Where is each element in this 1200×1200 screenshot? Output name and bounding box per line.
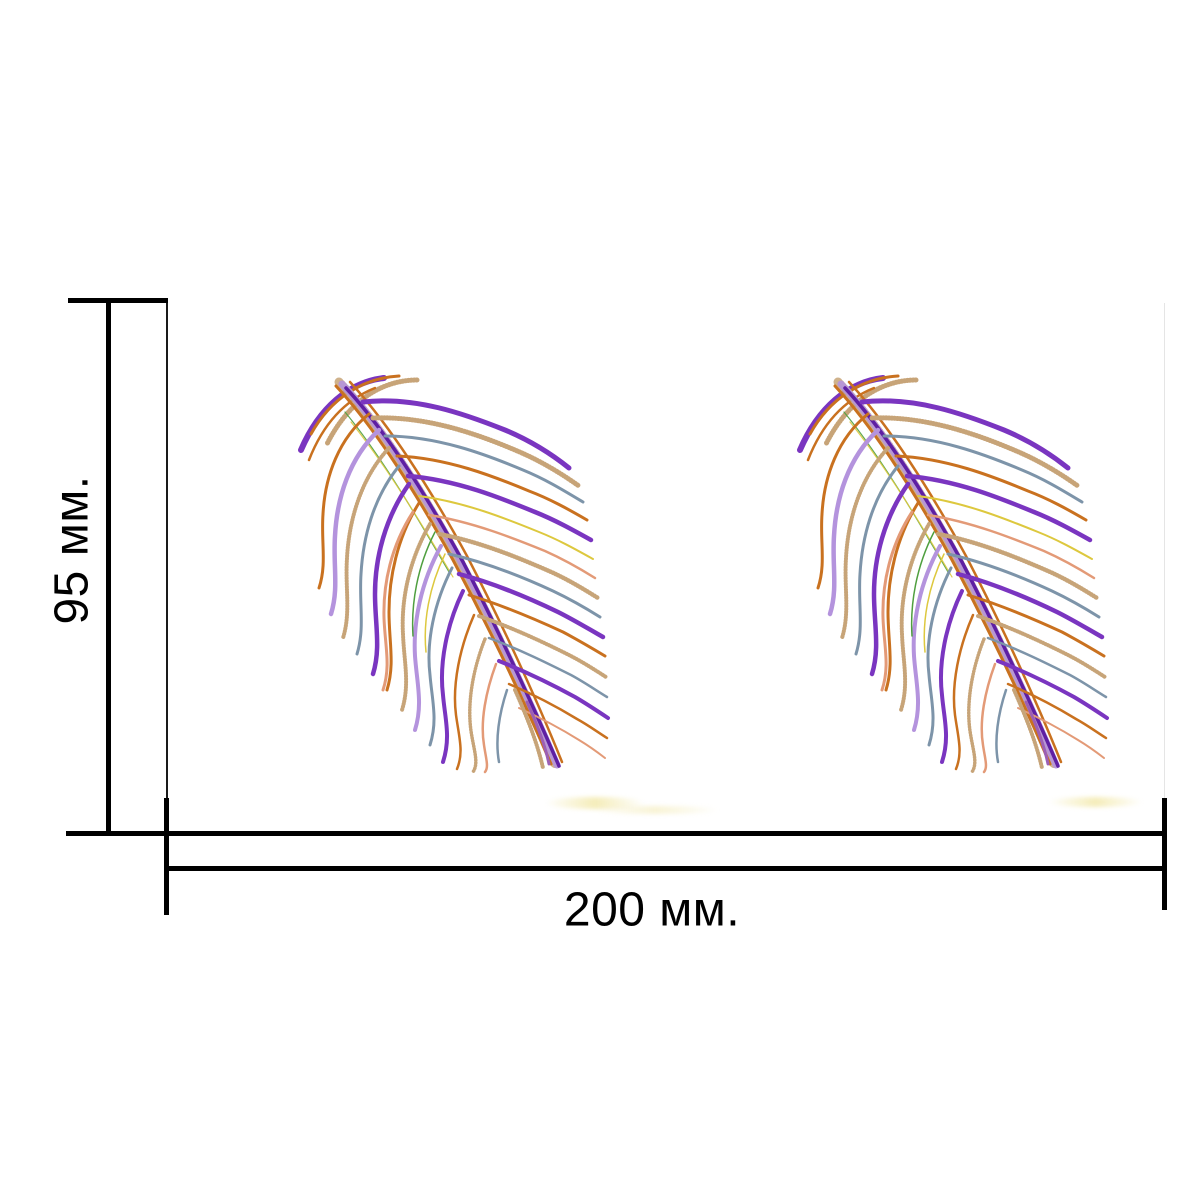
height-dimension-label: 95 мм. — [45, 475, 99, 625]
design-area-left-border — [166, 303, 168, 798]
width-dimension-line — [166, 866, 1167, 871]
stitch-residue-left — [545, 797, 645, 809]
height-dimension-line — [106, 298, 111, 836]
stitch-residue-left-2 — [590, 806, 720, 814]
feather-embroidery-left — [287, 372, 613, 774]
width-dim-right-tick — [1162, 798, 1167, 910]
design-area-right-border — [1164, 303, 1165, 798]
height-dim-top-tick — [68, 298, 168, 303]
feather-embroidery-right — [786, 372, 1112, 774]
width-dim-left-tick — [164, 798, 169, 915]
width-dimension-label: 200 мм. — [563, 883, 741, 937]
stitch-residue-right — [1048, 797, 1143, 807]
design-area-bottom-border — [66, 831, 1167, 836]
